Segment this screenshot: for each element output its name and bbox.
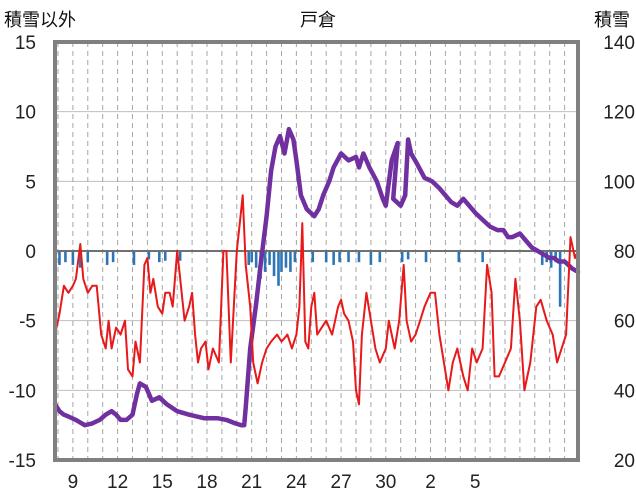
snowfall-bar <box>178 251 182 261</box>
right-tick-label: 40 <box>614 381 635 402</box>
snowfall-bar <box>263 251 267 272</box>
snowfall-bar <box>357 251 361 263</box>
snowfall-bar <box>277 251 280 286</box>
snowfall-bar <box>105 251 109 265</box>
snowfall-bar <box>324 251 328 263</box>
snow-depth-line <box>52 126 581 428</box>
snowfall-bar <box>247 251 251 265</box>
right-tick-label: 120 <box>603 103 635 124</box>
snowfall-bar <box>369 251 373 265</box>
left-tick-label: 5 <box>25 172 36 193</box>
snowfall-bar <box>338 251 341 263</box>
snowfall-bar <box>457 251 461 263</box>
snowfall-bar <box>64 251 67 263</box>
right-tick-label: 80 <box>614 242 635 263</box>
plot-frame <box>53 40 580 462</box>
snowfall-bar <box>311 251 315 263</box>
left-tick-label: -5 <box>19 312 36 333</box>
x-tick-label: 24 <box>286 472 308 493</box>
snowfall-bar <box>293 251 297 263</box>
snowfall-bar <box>284 251 288 268</box>
x-axis-ticks: 9 12 15 18 21 24 27 30 2 5 <box>68 472 481 493</box>
x-tick-label: 2 <box>425 472 436 493</box>
snowfall-bar <box>158 251 161 263</box>
x-tick-label: 9 <box>68 472 79 493</box>
right-axis-ticks: 140 120 100 80 60 40 20 <box>603 33 635 472</box>
snowfall-bar <box>347 251 350 263</box>
left-tick-label: -10 <box>9 381 36 402</box>
left-tick-label: 10 <box>15 103 36 124</box>
snowfall-bar <box>79 251 82 268</box>
snowfall-bar <box>540 251 544 265</box>
x-tick-label: 15 <box>152 472 173 493</box>
snowfall-bar <box>254 251 258 268</box>
right-tick-label: 100 <box>603 172 635 193</box>
x-tick-label: 27 <box>331 472 352 493</box>
left-tick-label: 0 <box>25 242 36 263</box>
right-tick-label: 140 <box>603 33 635 54</box>
right-tick-label: 20 <box>614 451 635 472</box>
snowfall-bar <box>481 251 484 263</box>
snowfall-bar <box>406 251 410 260</box>
x-tick-label: 5 <box>470 472 481 493</box>
snowfall-bar <box>147 251 151 260</box>
snowfall-bar <box>111 251 115 263</box>
snowfall-bar <box>558 251 562 307</box>
snowfall-bar <box>280 251 283 272</box>
snowfall-bar <box>58 251 61 265</box>
snowfall-bar <box>272 251 276 277</box>
x-tick-label: 30 <box>375 472 396 493</box>
left-axis-label: 積雪以外 <box>4 10 76 31</box>
snowfall-bar <box>289 251 292 272</box>
x-tick-label: 18 <box>196 472 217 493</box>
left-tick-label: 15 <box>15 33 36 54</box>
snowfall-bar <box>424 251 428 263</box>
snowfall-bar <box>378 251 382 263</box>
right-axis-label: 積雪 <box>594 10 630 31</box>
snowfall-bar <box>268 251 271 265</box>
snowfall-bar <box>250 251 253 263</box>
left-axis-ticks: 15 10 5 0 -5 -10 -15 <box>9 33 36 472</box>
x-tick-label: 21 <box>241 472 262 493</box>
right-tick-label: 60 <box>614 312 635 333</box>
snowfall-bar <box>86 251 90 263</box>
snowfall-bar <box>400 251 404 263</box>
snowfall-bar <box>71 251 75 265</box>
snowfall-bar <box>132 251 136 265</box>
left-tick-label: -15 <box>9 451 36 472</box>
chart-title: 戸倉 <box>300 10 336 31</box>
x-tick-label: 12 <box>107 472 128 493</box>
snowfall-bar <box>163 251 167 261</box>
snowfall-bar <box>332 251 335 265</box>
temperature-line <box>54 194 579 406</box>
